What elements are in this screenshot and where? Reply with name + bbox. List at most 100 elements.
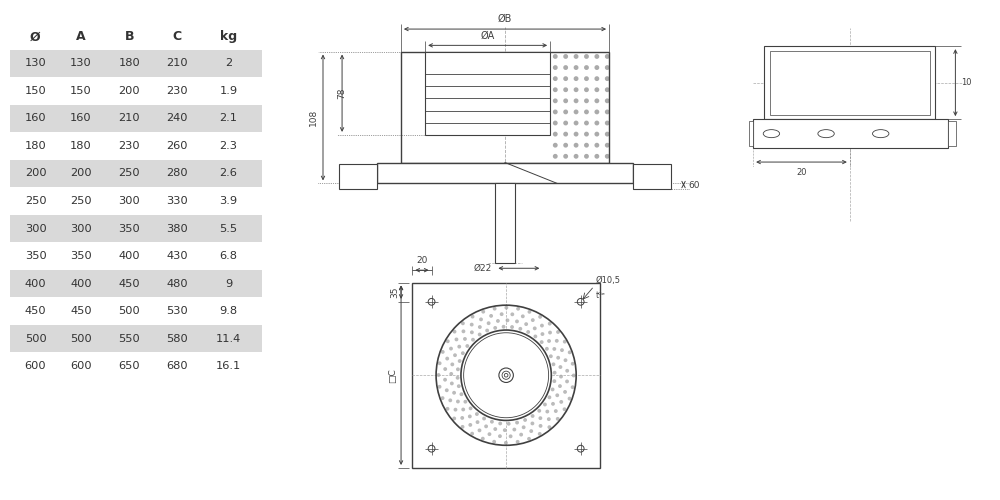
Circle shape [574, 88, 578, 92]
Bar [10, 215, 262, 242]
Circle shape [556, 330, 560, 334]
Circle shape [563, 340, 567, 344]
Text: 480: 480 [167, 278, 188, 288]
Circle shape [594, 88, 599, 92]
Circle shape [531, 318, 535, 322]
Circle shape [549, 354, 553, 358]
Text: 350: 350 [70, 251, 92, 261]
Circle shape [594, 76, 599, 81]
Text: 450: 450 [70, 306, 92, 316]
Circle shape [574, 154, 578, 158]
Circle shape [559, 365, 562, 369]
Circle shape [594, 132, 599, 136]
Circle shape [441, 350, 445, 354]
Circle shape [545, 410, 549, 414]
Circle shape [605, 110, 610, 114]
Circle shape [553, 110, 558, 114]
Circle shape [437, 373, 440, 377]
Text: Ø22: Ø22 [474, 264, 492, 273]
Bar [749, 121, 753, 146]
Circle shape [584, 98, 589, 103]
Text: 250: 250 [25, 196, 46, 206]
Circle shape [456, 368, 460, 371]
Circle shape [479, 318, 483, 322]
Circle shape [563, 164, 568, 168]
Circle shape [574, 110, 578, 114]
Circle shape [452, 416, 456, 420]
Circle shape [461, 322, 465, 326]
Circle shape [441, 396, 444, 400]
Circle shape [563, 143, 568, 148]
Circle shape [459, 392, 463, 396]
Circle shape [446, 340, 450, 343]
Circle shape [475, 412, 479, 416]
Circle shape [605, 164, 610, 168]
Circle shape [553, 120, 558, 126]
Circle shape [453, 354, 457, 357]
Circle shape [565, 380, 569, 384]
Circle shape [548, 330, 552, 334]
Circle shape [565, 369, 569, 372]
Circle shape [551, 388, 555, 392]
Circle shape [574, 98, 578, 103]
Circle shape [471, 314, 474, 318]
Circle shape [484, 424, 488, 428]
Circle shape [594, 174, 599, 180]
Text: 400: 400 [118, 251, 140, 261]
Circle shape [443, 378, 447, 382]
Text: Ø10,5: Ø10,5 [595, 276, 620, 285]
Text: 2.6: 2.6 [219, 168, 237, 178]
Circle shape [478, 325, 482, 329]
Circle shape [552, 362, 555, 366]
Circle shape [448, 398, 452, 402]
Circle shape [594, 120, 599, 126]
Circle shape [594, 98, 599, 103]
Circle shape [605, 143, 610, 148]
Circle shape [584, 110, 589, 114]
Circle shape [461, 408, 465, 412]
Circle shape [584, 132, 589, 136]
Text: 20: 20 [796, 168, 807, 177]
Circle shape [605, 132, 610, 136]
Circle shape [493, 427, 497, 431]
Text: 260: 260 [167, 141, 188, 151]
Circle shape [449, 346, 453, 350]
Text: kg: kg [220, 30, 237, 44]
Circle shape [516, 307, 520, 310]
Circle shape [594, 154, 599, 158]
Text: 680: 680 [167, 361, 188, 371]
Circle shape [487, 322, 491, 325]
Text: 450: 450 [118, 278, 140, 288]
Text: 580: 580 [166, 334, 188, 344]
Text: Ø: Ø [30, 30, 41, 44]
Circle shape [577, 446, 584, 452]
Text: 400: 400 [70, 278, 92, 288]
Text: 650: 650 [118, 361, 140, 371]
Text: 35: 35 [390, 286, 399, 298]
Circle shape [605, 54, 610, 59]
Circle shape [523, 418, 527, 422]
Circle shape [465, 344, 469, 348]
Circle shape [502, 325, 506, 328]
Circle shape [556, 356, 560, 360]
Bar [339, 164, 377, 188]
Circle shape [574, 164, 578, 168]
Circle shape [454, 408, 457, 412]
Text: 450: 450 [25, 306, 46, 316]
Text: 78: 78 [337, 88, 346, 99]
Circle shape [461, 425, 464, 429]
Circle shape [553, 65, 558, 70]
Circle shape [584, 65, 589, 70]
Text: 600: 600 [70, 361, 92, 371]
Circle shape [571, 362, 575, 366]
Circle shape [556, 417, 560, 421]
Circle shape [563, 88, 568, 92]
Circle shape [531, 414, 535, 418]
Circle shape [548, 322, 552, 326]
Circle shape [510, 325, 514, 329]
Circle shape [481, 310, 485, 314]
Circle shape [522, 426, 526, 429]
Text: C: C [173, 30, 182, 44]
Bar [10, 50, 262, 77]
Text: 6.8: 6.8 [219, 251, 237, 261]
